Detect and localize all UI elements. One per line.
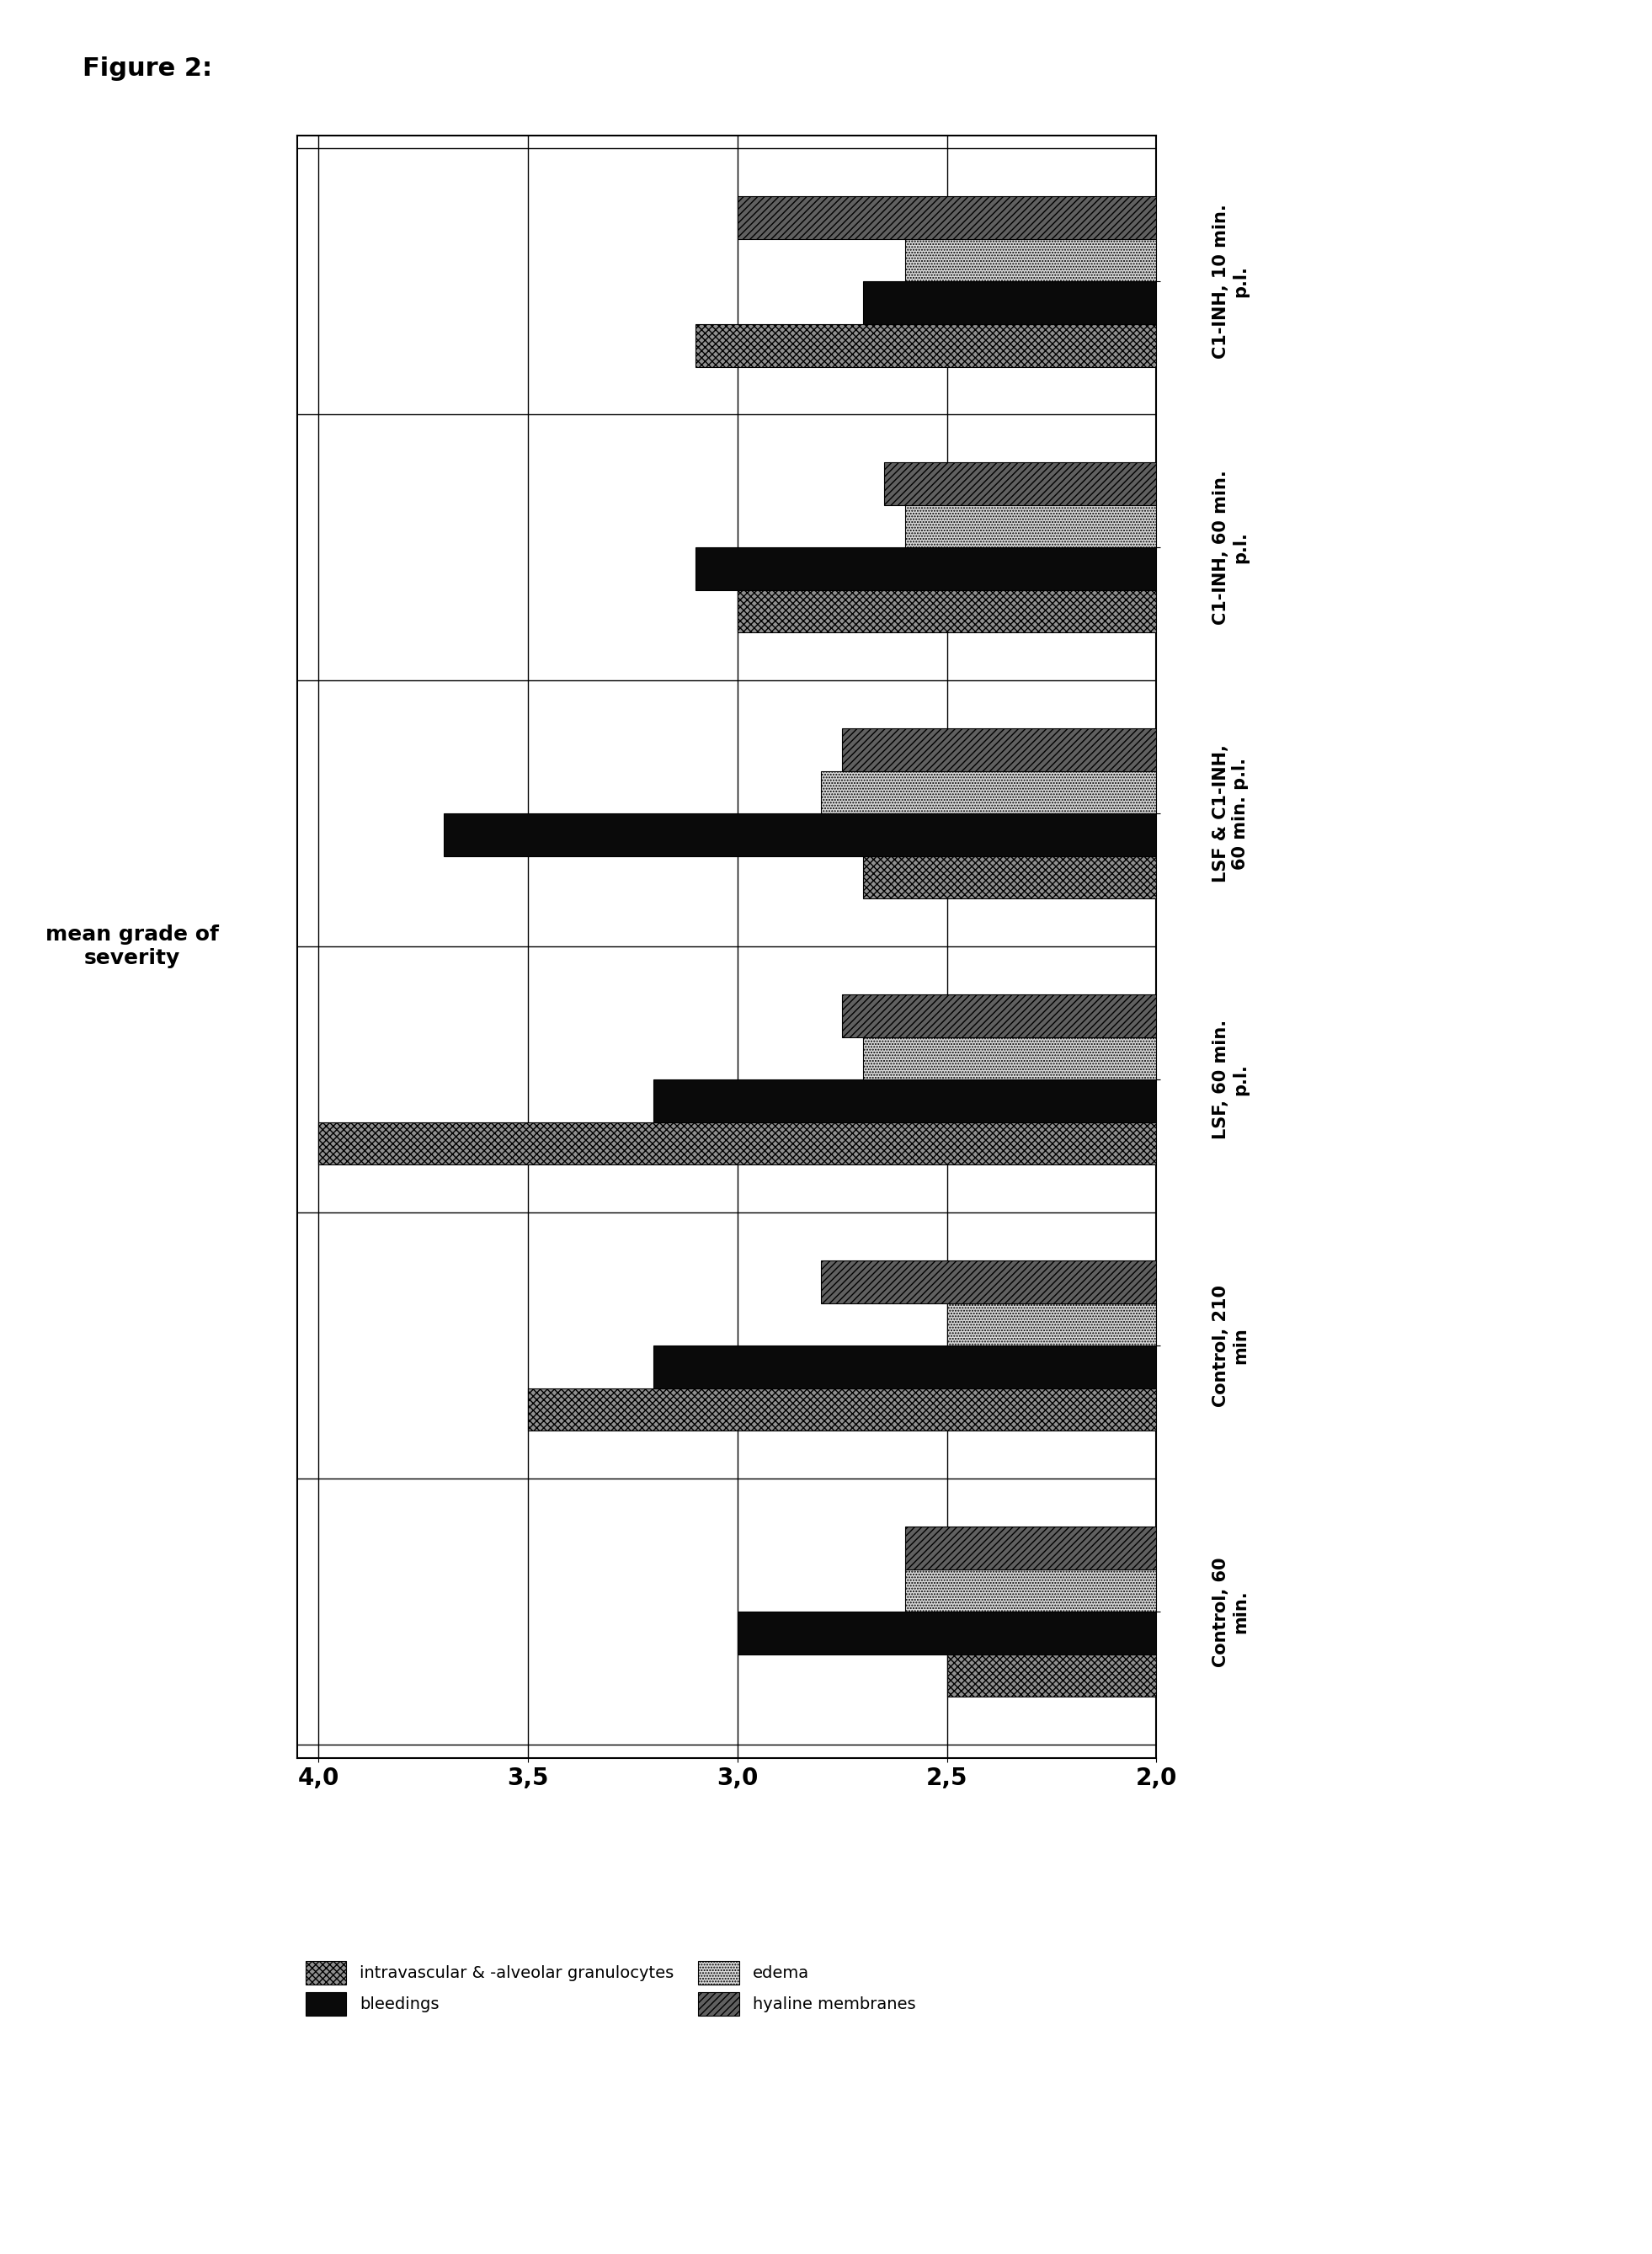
Bar <box>905 1526 1156 1569</box>
Bar <box>947 1654 1156 1697</box>
Bar <box>862 1037 1156 1080</box>
Bar <box>905 239 1156 282</box>
Bar <box>319 1122 1156 1165</box>
Bar <box>444 814 1156 857</box>
Bar <box>654 1346 1156 1388</box>
Bar <box>695 325 1156 367</box>
Bar <box>654 1080 1156 1122</box>
Bar <box>862 857 1156 899</box>
Text: mean grade of
severity: mean grade of severity <box>46 924 218 969</box>
Bar <box>947 1303 1156 1346</box>
Bar <box>821 771 1156 814</box>
Bar <box>695 548 1156 591</box>
Legend: intravascular & -alveolar granulocytes, bleedings, edema, hyaline membranes: intravascular & -alveolar granulocytes, … <box>306 1961 915 2015</box>
Bar <box>737 196 1156 239</box>
Bar <box>884 462 1156 505</box>
Bar <box>529 1388 1156 1431</box>
Bar <box>821 1260 1156 1303</box>
Text: Figure 2:: Figure 2: <box>83 56 213 81</box>
Bar <box>905 505 1156 548</box>
Bar <box>905 1569 1156 1612</box>
Bar <box>737 591 1156 633</box>
Bar <box>862 282 1156 325</box>
Bar <box>843 994 1156 1037</box>
Bar <box>737 1612 1156 1654</box>
Bar <box>843 728 1156 771</box>
